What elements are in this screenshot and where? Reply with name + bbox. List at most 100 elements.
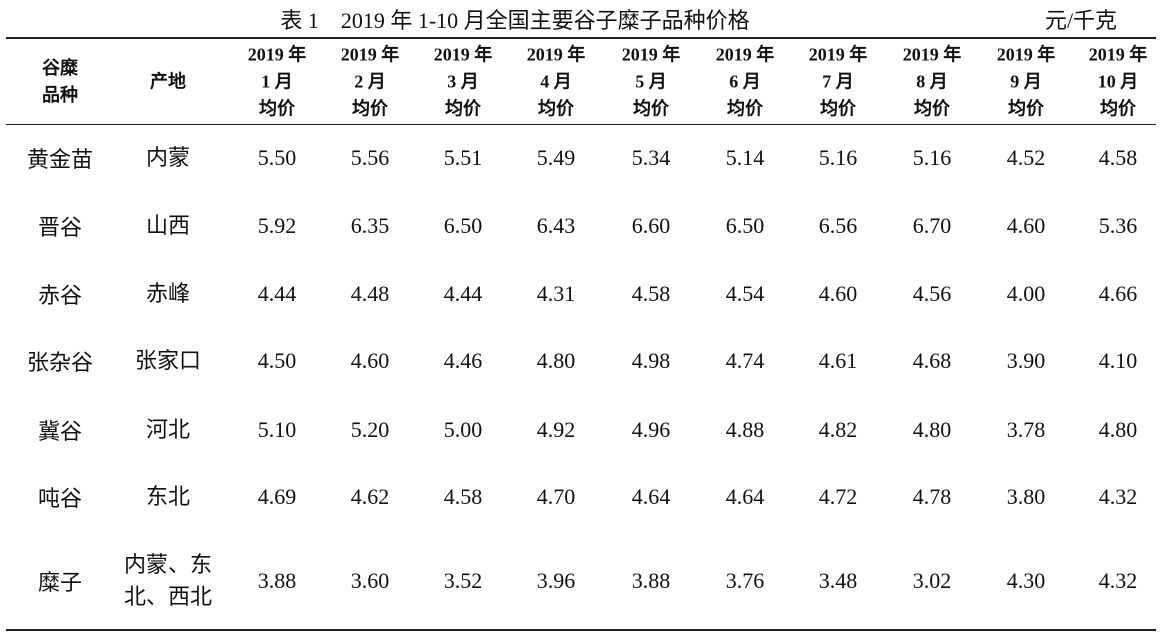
price-cell: 4.32 xyxy=(1098,484,1138,509)
price-cell: 6.50 xyxy=(725,213,765,238)
price-cell: 5.16 xyxy=(818,145,858,170)
origin-line: 张家口 xyxy=(134,348,202,373)
variety-cell: 冀谷 xyxy=(37,419,83,444)
price-cell: 4.69 xyxy=(257,484,297,509)
price-cell: 6.50 xyxy=(443,213,483,238)
bottom-rule xyxy=(6,629,1156,631)
price-cell: 3.88 xyxy=(257,568,297,593)
price-cell: 4.46 xyxy=(443,348,483,373)
header-line: 均价 xyxy=(1100,98,1136,119)
price-cell: 4.92 xyxy=(536,417,576,442)
header-line: 2019 年 xyxy=(996,44,1056,65)
header-line: 均价 xyxy=(914,98,950,119)
origin-cell: 赤峰 xyxy=(146,278,190,310)
price-cell: 3.52 xyxy=(443,568,483,593)
price-cell: 4.58 xyxy=(1098,145,1138,170)
header-line: 均价 xyxy=(633,98,669,119)
header-cell: 产地 xyxy=(150,69,186,96)
price-cell: 4.60 xyxy=(350,348,390,373)
price-cell: 4.72 xyxy=(818,484,858,509)
price-cell: 6.35 xyxy=(350,213,390,238)
origin-line: 河北 xyxy=(145,417,191,442)
variety-cell: 晋谷 xyxy=(37,215,83,240)
price-cell: 4.66 xyxy=(1098,281,1138,306)
price-cell: 6.60 xyxy=(631,213,671,238)
header-cell: 2019 年 8 月均价 xyxy=(903,42,962,123)
price-cell: 4.31 xyxy=(536,281,576,306)
price-cell: 4.44 xyxy=(443,281,483,306)
origin-cell: 张家口 xyxy=(135,345,201,377)
price-cell: 4.78 xyxy=(912,484,952,509)
price-cell: 4.62 xyxy=(350,484,390,509)
origin-line: 赤峰 xyxy=(145,281,191,306)
table-title: 表 1 2019 年 1-10 月全国主要谷子糜子品种价格 xyxy=(280,8,750,33)
price-cell: 4.54 xyxy=(725,281,765,306)
price-cell: 5.00 xyxy=(443,417,483,442)
top-rule xyxy=(6,37,1156,39)
header-line: 均价 xyxy=(538,98,574,119)
header-line: 7 月 xyxy=(822,71,854,92)
variety-cell: 张杂谷 xyxy=(26,350,94,375)
price-cell: 4.80 xyxy=(912,417,952,442)
header-cell: 2019 年 2 月均价 xyxy=(341,42,400,123)
header-line: 均价 xyxy=(1008,98,1044,119)
origin-cell: 河北 xyxy=(146,414,190,446)
price-cell: 5.34 xyxy=(631,145,671,170)
price-cell: 4.64 xyxy=(631,484,671,509)
header-cell: 2019 年 1 月均价 xyxy=(248,42,307,123)
origin-line: 山西 xyxy=(145,213,191,238)
header-line: 均价 xyxy=(259,98,295,119)
price-cell: 5.14 xyxy=(725,145,765,170)
price-cell: 4.64 xyxy=(725,484,765,509)
price-cell: 4.88 xyxy=(725,417,765,442)
header-cell: 2019 年 4 月均价 xyxy=(527,42,586,123)
header-line: 3 月 xyxy=(447,71,479,92)
price-cell: 3.76 xyxy=(725,568,765,593)
header-line: 2019 年 xyxy=(808,44,868,65)
price-cell: 4.48 xyxy=(350,281,390,306)
header-cell: 2019 年 10 月均价 xyxy=(1089,42,1148,123)
header-cell: 2019 年 6 月均价 xyxy=(716,42,775,123)
price-cell: 3.78 xyxy=(1006,417,1046,442)
origin-line: 内蒙 xyxy=(145,145,191,170)
price-cell: 5.20 xyxy=(350,417,390,442)
price-cell: 4.80 xyxy=(536,348,576,373)
header-line: 2019 年 xyxy=(526,44,586,65)
origin-cell: 内蒙 xyxy=(146,142,190,174)
price-cell: 3.48 xyxy=(818,568,858,593)
header-line: 6 月 xyxy=(729,71,761,92)
header-cell: 2019 年 5 月均价 xyxy=(622,42,681,123)
header-line: 2019 年 xyxy=(1088,44,1148,65)
price-cell: 3.60 xyxy=(350,568,390,593)
header-cell: 2019 年 7 月均价 xyxy=(809,42,868,123)
origin-cell: 东北 xyxy=(146,481,190,513)
header-line: 2019 年 xyxy=(433,44,493,65)
header-line: 2019 年 xyxy=(902,44,962,65)
price-cell: 3.80 xyxy=(1006,484,1046,509)
variety-cell: 赤谷 xyxy=(37,283,83,308)
header-line: 2019 年 xyxy=(715,44,775,65)
header-line: 均价 xyxy=(445,98,481,119)
origin-cell: 内蒙、东 北、西北 xyxy=(124,549,212,613)
price-cell: 4.74 xyxy=(725,348,765,373)
price-cell: 4.50 xyxy=(257,348,297,373)
header-line: 1 月 xyxy=(261,71,293,92)
price-cell: 4.96 xyxy=(631,417,671,442)
unit-label: 元/千克 xyxy=(1044,8,1118,33)
price-cell: 3.90 xyxy=(1006,348,1046,373)
price-cell: 4.30 xyxy=(1006,568,1046,593)
header-line: 9 月 xyxy=(1010,71,1042,92)
header-line: 5 月 xyxy=(635,71,667,92)
price-cell: 4.80 xyxy=(1098,417,1138,442)
price-cell: 4.58 xyxy=(631,281,671,306)
header-line: 品种 xyxy=(42,85,78,105)
price-cell: 4.32 xyxy=(1098,568,1138,593)
price-cell: 3.88 xyxy=(631,568,671,593)
header-cell: 谷糜 品种 xyxy=(42,55,78,109)
price-cell: 4.60 xyxy=(818,281,858,306)
price-cell: 4.10 xyxy=(1098,348,1138,373)
price-cell: 4.60 xyxy=(1006,213,1046,238)
price-cell: 4.61 xyxy=(818,348,858,373)
price-cell: 4.00 xyxy=(1006,281,1046,306)
